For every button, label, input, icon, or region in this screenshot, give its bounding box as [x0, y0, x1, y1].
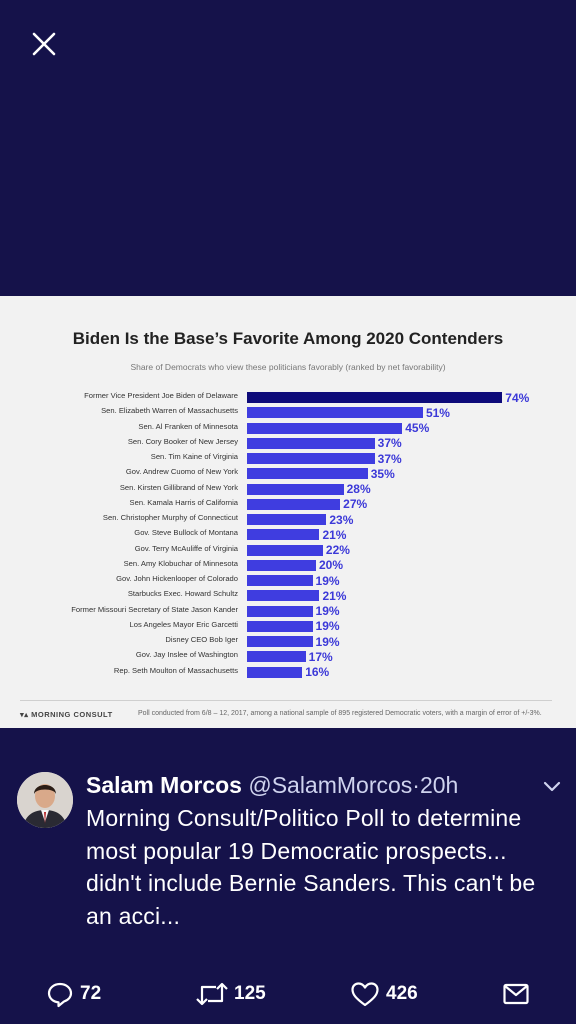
bar-label: Sen. Tim Kaine of Virginia [150, 452, 238, 461]
tweet-actions: 72 125 426 [0, 978, 576, 1010]
bar-label: Sen. Kamala Harris of California [129, 497, 238, 507]
bar-label: Sen. Christopher Murphy of Connecticut [102, 513, 238, 522]
bar-value-label: 37% [377, 451, 402, 466]
bar-value-label: 19% [315, 619, 340, 634]
like-icon [351, 982, 379, 1007]
bar-label: Sen. Al Franken of Minnesota [138, 421, 238, 431]
bar [247, 422, 403, 434]
bar-label: Gov. John Hickenlooper of Colorado [116, 574, 238, 583]
bar [247, 392, 503, 403]
bar-value-label: 51% [425, 405, 450, 420]
bar [247, 636, 313, 647]
bar-value-label: 21% [322, 527, 347, 542]
reply-count: 72 [80, 983, 102, 1004]
bar [247, 498, 341, 510]
bar-value-label: 22% [325, 543, 350, 557]
bar-label: Gov. Jay Inslee of Washington [135, 650, 238, 660]
close-icon [32, 32, 56, 56]
bar-label: Sen. Amy Klobuchar of Minnesota [123, 558, 238, 568]
bar-label: Starbucks Exec. Howard Schultz [127, 589, 238, 599]
close-button[interactable] [26, 26, 62, 62]
bar-label: Gov. Andrew Cuomo of New York [125, 467, 238, 477]
tweet-header: Salam Morcos @SalamMorcos·20h [86, 772, 458, 799]
like-button[interactable]: 426 [350, 978, 418, 1010]
bar-label: Disney CEO Bob Iger [165, 635, 238, 644]
bar-value-label: 45% [405, 421, 430, 435]
like-count: 426 [386, 983, 418, 1004]
bar-value-label: 19% [315, 573, 340, 588]
bar-value-label: 28% [346, 482, 371, 496]
avatar[interactable] [17, 772, 73, 828]
reply-icon [47, 982, 73, 1008]
tweet-image[interactable]: Biden Is the Base’s Favorite Among 2020 … [0, 296, 576, 728]
bar [247, 544, 323, 556]
bar-label: Former Missouri Secretary of State Jason… [71, 604, 238, 614]
bar-value-label: 17% [308, 649, 333, 664]
avatar-icon [17, 772, 73, 828]
bar [247, 575, 313, 586]
morning-consult-logo: ▾▴ MORNING CONSULT [20, 710, 113, 719]
reply-button[interactable]: 72 [46, 978, 101, 1010]
bar-label: Gov. Terry McAuliffe of Virginia [134, 543, 238, 553]
author-name[interactable]: Salam Morcos [86, 772, 242, 798]
bar-value-label: 74% [505, 390, 530, 405]
retweet-button[interactable]: 125 [196, 978, 266, 1010]
bar [247, 437, 375, 449]
tweet-menu-button[interactable] [542, 780, 562, 794]
bar-value-label: 21% [322, 588, 347, 603]
bar [247, 529, 320, 541]
bar [247, 453, 375, 464]
bar [247, 651, 306, 663]
bar [247, 468, 368, 480]
bar-label: Gov. Steve Bullock of Montana [134, 528, 238, 538]
retweet-icon [196, 982, 228, 1006]
chart-footnote: Poll conducted from 6/8 – 12, 2017, amon… [138, 710, 542, 717]
bar-label: Sen. Cory Booker of New Jersey [127, 436, 238, 446]
author-handle[interactable]: @SalamMorcos [248, 772, 413, 798]
bar [247, 483, 344, 495]
share-mail-icon [503, 983, 529, 1005]
chart-title: Biden Is the Base’s Favorite Among 2020 … [72, 329, 504, 348]
tweet-text: Morning Consult/Politico Poll to determi… [86, 805, 536, 929]
bar [247, 590, 320, 602]
tweet-time: 20h [419, 772, 459, 798]
separator: · [412, 772, 420, 798]
retweet-count: 125 [234, 983, 266, 1004]
tweet: Salam Morcos @SalamMorcos·20h Morning Co… [0, 728, 576, 1024]
bar-value-label: 27% [343, 497, 368, 512]
bar [247, 514, 327, 525]
bar-label: Sen. Kirsten Gillibrand of New York [119, 482, 238, 492]
bar-value-label: 16% [305, 665, 330, 679]
bar-value-label: 19% [315, 604, 340, 618]
bar-value-label: 23% [329, 512, 354, 527]
chevron-down-icon [543, 781, 561, 792]
bar [247, 605, 313, 617]
bar-value-label: 20% [319, 558, 344, 573]
share-button[interactable] [502, 978, 536, 1010]
bar-label: Former Vice President Joe Biden of Delaw… [84, 391, 238, 400]
bar [247, 407, 423, 419]
bar [247, 666, 303, 678]
bar-label: Sen. Elizabeth Warren of Massachusetts [101, 406, 238, 416]
bar-value-label: 35% [370, 466, 395, 481]
bar-value-label: 19% [315, 634, 340, 649]
chart-subtitle: Share of Democrats who view these politi… [130, 362, 446, 372]
bar-value-label: 37% [377, 436, 402, 451]
bar [247, 559, 316, 571]
bar-label: Los Angeles Mayor Eric Garcetti [129, 619, 238, 629]
bar-label: Rep. Seth Moulton of Massachusetts [113, 665, 238, 675]
chart-divider [20, 700, 552, 701]
bar [247, 620, 313, 632]
